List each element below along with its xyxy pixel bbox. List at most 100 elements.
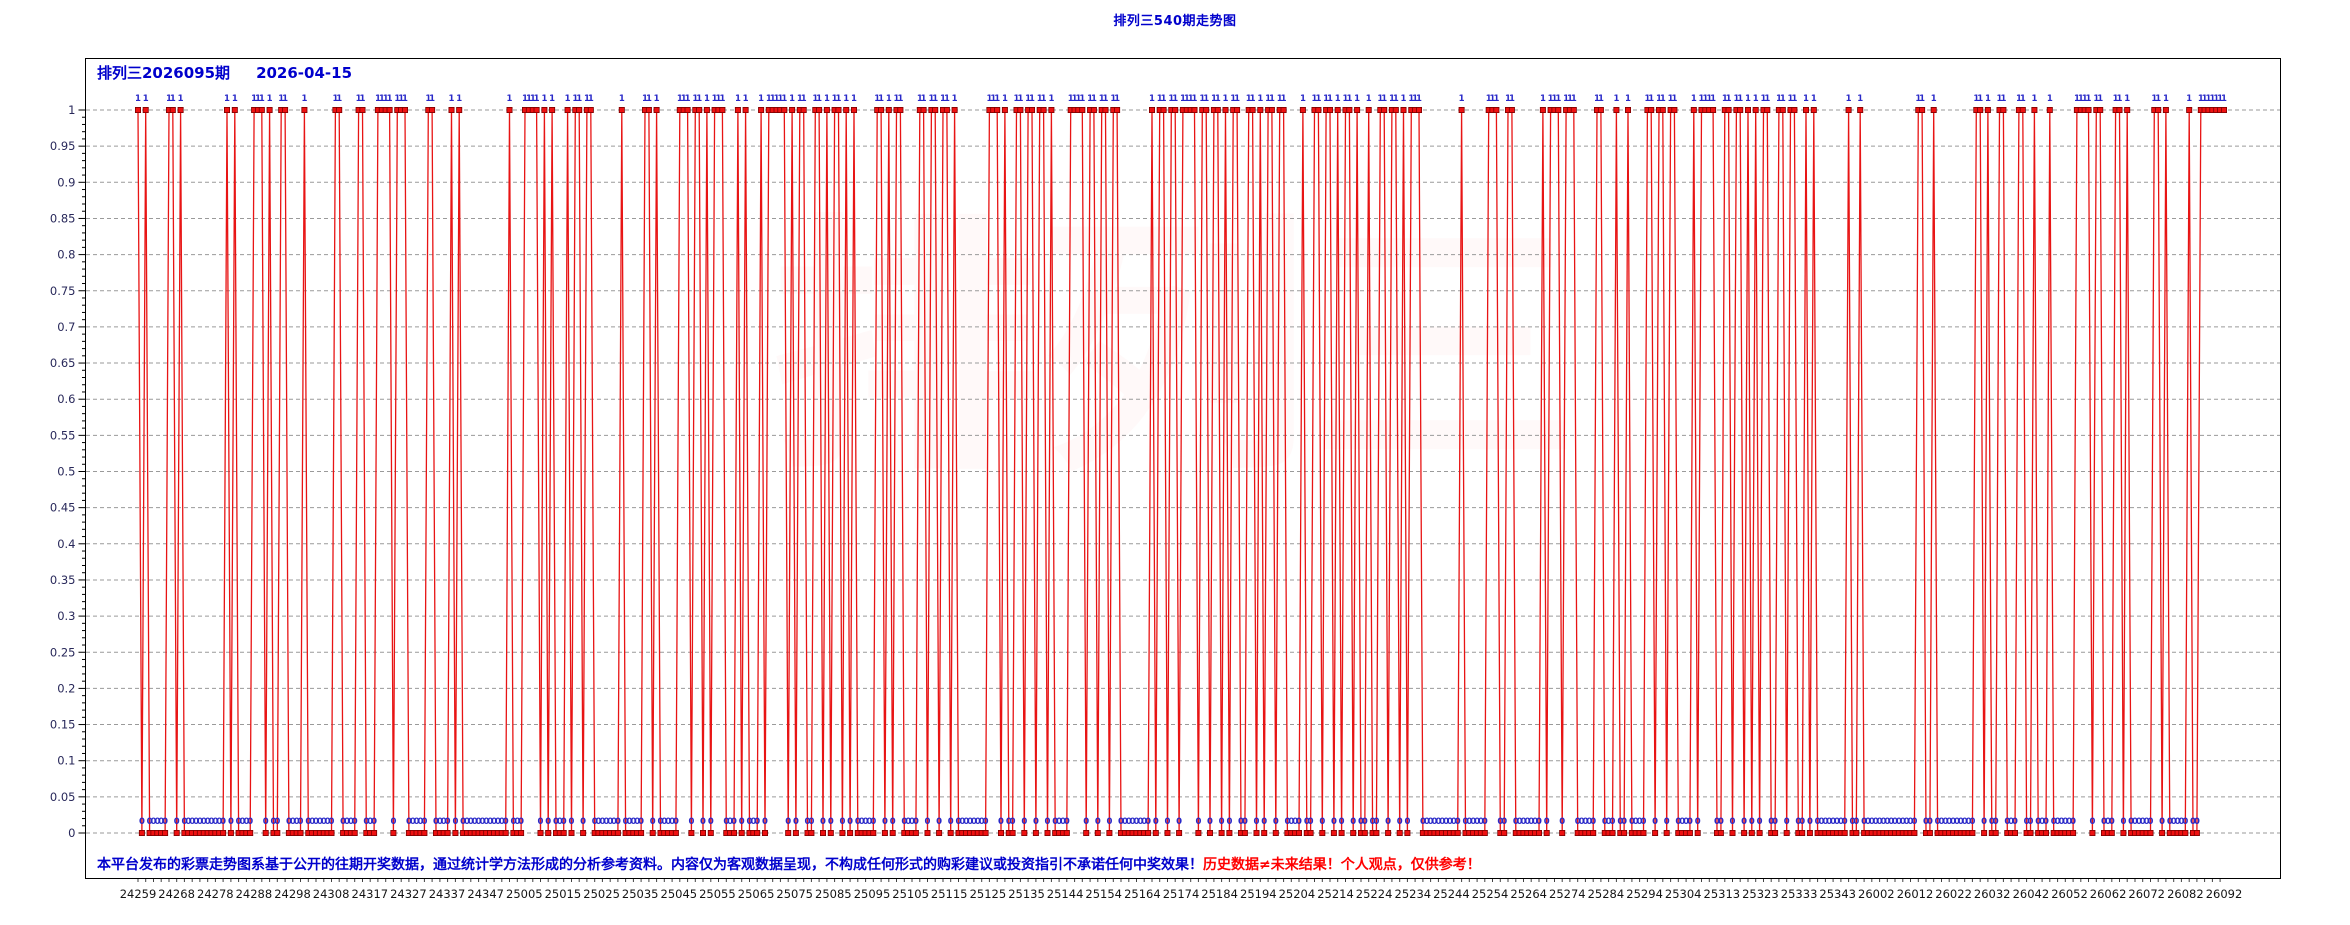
point-label-miss: 0 — [1749, 817, 1755, 827]
data-point-marker — [1334, 107, 1341, 114]
data-point-marker — [885, 107, 892, 114]
point-label-miss: 0 — [1370, 817, 1376, 827]
point-label-hit: 1 — [1250, 94, 1256, 104]
x-tick-label: 26012 — [1897, 887, 1934, 901]
data-point-marker — [1280, 107, 1287, 114]
data-point-marker — [1737, 107, 1744, 114]
point-label-hit: 1 — [576, 94, 582, 104]
x-tick-label: 26072 — [2128, 887, 2165, 901]
point-label-miss: 0 — [437, 817, 443, 827]
point-label-hit: 1 — [541, 94, 547, 104]
point-label-hit: 1 — [267, 94, 273, 104]
data-point-marker — [1234, 107, 1241, 114]
point-label-hit: 1 — [843, 94, 849, 104]
data-point-marker — [1686, 830, 1693, 837]
y-tick-label: 0.05 — [50, 790, 76, 804]
data-point-marker — [924, 830, 931, 837]
point-label-miss: 0 — [956, 817, 962, 827]
data-point-marker — [1729, 830, 1736, 837]
point-label-hit: 1 — [777, 94, 783, 104]
point-label-miss: 0 — [240, 817, 246, 827]
point-label-miss: 0 — [305, 817, 311, 827]
point-label-hit: 1 — [1381, 94, 1387, 104]
point-label-hit: 1 — [1029, 94, 1035, 104]
point-label-miss: 0 — [1834, 817, 1840, 827]
data-point-marker — [614, 830, 621, 837]
point-label-miss: 0 — [2128, 817, 2134, 827]
chart-border — [85, 58, 2281, 879]
point-label-miss: 0 — [1261, 817, 1267, 827]
data-point-marker — [1094, 830, 1101, 837]
point-label-miss: 0 — [1010, 817, 1016, 827]
y-tick-label: 0.95 — [50, 139, 76, 153]
data-point-marker — [580, 830, 587, 837]
point-label-hit: 1 — [572, 94, 578, 104]
point-label-hit: 1 — [2097, 94, 2103, 104]
data-point-marker — [560, 830, 567, 837]
data-point-marker — [390, 830, 397, 837]
x-tick-label: 25025 — [583, 887, 620, 901]
point-label-miss: 0 — [1463, 817, 1469, 827]
point-label-miss: 0 — [325, 817, 331, 827]
x-tick-label: 26002 — [1858, 887, 1895, 901]
data-point-marker — [258, 107, 265, 114]
point-label-hit: 1 — [2016, 94, 2022, 104]
data-point-marker — [696, 107, 703, 114]
x-tick-label: 25224 — [1356, 887, 1393, 901]
point-label-hit: 1 — [1401, 94, 1407, 104]
point-label-miss: 0 — [607, 817, 613, 827]
point-label-miss: 0 — [329, 817, 335, 827]
point-label-hit: 1 — [1203, 94, 1209, 104]
point-label-miss: 0 — [1482, 817, 1488, 827]
point-label-hit: 1 — [449, 94, 455, 104]
point-label-miss: 0 — [510, 817, 516, 827]
data-point-marker — [2220, 107, 2227, 114]
data-point-marker — [1764, 107, 1771, 114]
point-label-miss: 0 — [785, 817, 791, 827]
point-label-miss: 0 — [979, 817, 985, 827]
point-label-miss: 0 — [1319, 817, 1325, 827]
point-label-hit: 1 — [1722, 94, 1728, 104]
point-label-miss: 0 — [390, 817, 396, 827]
point-label-hit: 1 — [1014, 94, 1020, 104]
point-label-miss: 0 — [274, 817, 280, 827]
data-point-marker — [2124, 107, 2131, 114]
point-label-hit: 1 — [1265, 94, 1271, 104]
data-point-marker — [262, 830, 269, 837]
data-point-marker — [1164, 830, 1171, 837]
point-label-hit: 1 — [1017, 94, 1023, 104]
data-point-marker — [173, 830, 180, 837]
point-label-miss: 0 — [1432, 817, 1438, 827]
data-point-marker — [943, 107, 950, 114]
data-point-marker — [1717, 830, 1724, 837]
point-label-miss: 0 — [1989, 817, 1995, 827]
point-label-hit: 1 — [1346, 94, 1352, 104]
point-label-miss: 0 — [1861, 817, 1867, 827]
data-point-marker — [549, 107, 556, 114]
point-label-hit: 1 — [897, 94, 903, 104]
point-label-miss: 0 — [967, 817, 973, 827]
data-point-marker — [1381, 107, 1388, 114]
data-point-marker — [518, 830, 525, 837]
point-label-miss: 0 — [1815, 817, 1821, 827]
x-tick-label: 25105 — [892, 887, 929, 901]
x-tick-label: 25095 — [854, 887, 891, 901]
data-point-marker — [1806, 830, 1813, 837]
x-tick-label: 25085 — [815, 887, 852, 901]
x-tick-label: 25045 — [661, 887, 698, 901]
point-label-hit: 1 — [1915, 94, 1921, 104]
data-point-marker — [2043, 830, 2050, 837]
data-point-marker — [1222, 107, 1229, 114]
point-label-miss: 0 — [193, 817, 199, 827]
point-label-miss: 0 — [344, 817, 350, 827]
point-label-hit: 1 — [2000, 94, 2006, 104]
data-point-marker — [1725, 107, 1732, 114]
x-tick-label: 24347 — [467, 887, 504, 901]
data-point-marker — [1400, 107, 1407, 114]
point-label-miss: 0 — [1617, 817, 1623, 827]
point-label-hit: 1 — [507, 94, 513, 104]
point-label-miss: 0 — [1954, 817, 1960, 827]
draw-date: 2026-04-15 — [256, 64, 353, 82]
point-label-miss: 0 — [1633, 817, 1639, 827]
data-point-marker — [1748, 830, 1755, 837]
